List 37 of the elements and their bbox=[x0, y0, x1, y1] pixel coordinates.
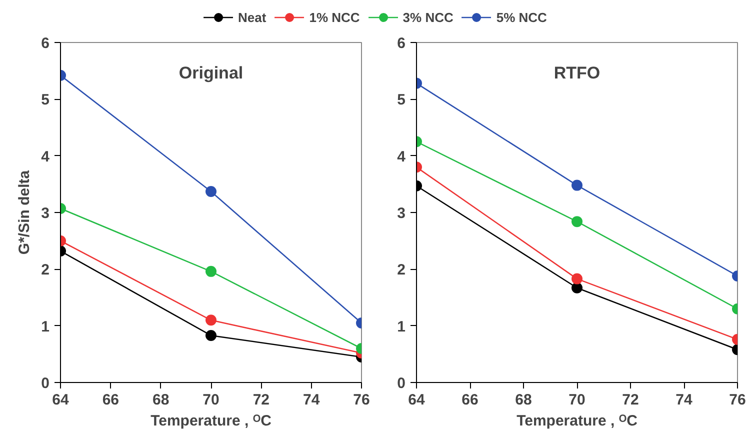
y-tick-label: 5 bbox=[41, 92, 50, 109]
x-tick-label: 74 bbox=[676, 392, 693, 408]
legend-label: Neat bbox=[238, 10, 266, 24]
legend-label: 5% NCC bbox=[496, 10, 547, 24]
text: Original bbox=[178, 64, 244, 82]
x-tick-label: 68 bbox=[515, 392, 532, 408]
y-tick-label: 6 bbox=[41, 35, 50, 52]
y-tick-label: 2 bbox=[41, 262, 50, 279]
y-tick-label: 3 bbox=[397, 205, 406, 222]
x-tick-label: 68 bbox=[152, 392, 170, 408]
legend-label: 3% NCC bbox=[402, 10, 454, 24]
x-tick-label: 72 bbox=[622, 392, 639, 408]
y-tick-label: 2 bbox=[397, 262, 406, 279]
y-tick-label: 5 bbox=[397, 92, 406, 109]
y-axis-title: G*/Sin delta bbox=[16, 170, 34, 255]
x-axis-title: Temperature , ᴼC bbox=[150, 412, 272, 430]
x-tick-label: 76 bbox=[729, 392, 746, 408]
x-tick-label: 66 bbox=[462, 392, 478, 408]
x-tick-label: 70 bbox=[202, 392, 220, 408]
x-axis-title: Temperature , ᴼC bbox=[516, 412, 638, 430]
y-tick-label: 3 bbox=[41, 205, 50, 222]
y-tick-label: 6 bbox=[397, 35, 406, 52]
text: RTFO bbox=[554, 64, 600, 82]
x-tick-label: 74 bbox=[302, 392, 320, 408]
y-tick-label: 1 bbox=[41, 318, 50, 336]
x-tick-label: 66 bbox=[102, 392, 120, 408]
y-tick-label: 0 bbox=[397, 375, 406, 392]
x-tick-label: 76 bbox=[353, 392, 370, 408]
y-tick-label: 0 bbox=[41, 375, 50, 392]
y-tick-label: 4 bbox=[41, 148, 50, 166]
y-tick-label: 1 bbox=[397, 318, 406, 336]
x-tick-label: 70 bbox=[568, 392, 586, 408]
y-tick-label: 4 bbox=[397, 148, 406, 166]
x-tick-label: 72 bbox=[252, 392, 270, 408]
x-tick-label: 64 bbox=[52, 392, 70, 408]
x-tick-label: 64 bbox=[408, 392, 426, 408]
legend-label: 1% NCC bbox=[309, 10, 360, 24]
